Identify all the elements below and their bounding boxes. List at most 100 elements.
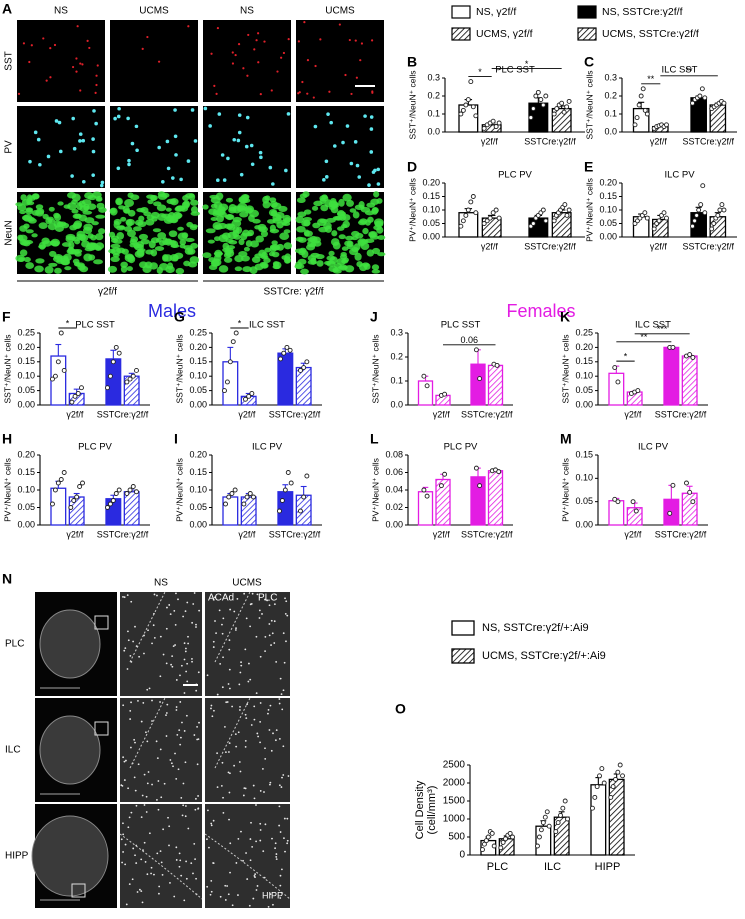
data-point: [80, 480, 85, 486]
data-point: [633, 508, 639, 514]
data-point: [481, 221, 487, 226]
y-axis-label: (cell/mm³): [426, 786, 438, 835]
data-point: [460, 107, 466, 113]
data-point: [566, 98, 572, 104]
cell: [157, 232, 167, 240]
cell: [57, 201, 64, 206]
cell: [297, 211, 307, 218]
cell: [196, 726, 198, 728]
y-tick-label: 0.10: [575, 473, 593, 483]
cell: [169, 882, 171, 884]
data-point: [233, 330, 239, 336]
data-point: [612, 496, 618, 502]
cell: [98, 228, 106, 235]
cell: [252, 784, 255, 787]
cell: [71, 193, 81, 202]
cell: [157, 145, 161, 150]
cell: [19, 210, 26, 215]
cell: [107, 265, 118, 273]
y-tick-label: 0.15: [17, 467, 35, 477]
cell: [157, 191, 166, 198]
cell: [156, 594, 158, 597]
data-point: [130, 373, 136, 379]
cell: [222, 617, 225, 620]
cell: [236, 597, 239, 600]
cell: [181, 721, 183, 724]
cell: [166, 606, 168, 609]
cell: [206, 885, 209, 888]
comparison-label: **: [686, 66, 694, 76]
panel-letter: H: [2, 431, 12, 447]
cell: [175, 679, 178, 681]
data-point: [71, 498, 77, 503]
panel-letter: A: [2, 1, 12, 17]
cell: [151, 699, 153, 702]
cell: [178, 852, 181, 855]
data-point: [246, 393, 252, 399]
cell: [220, 153, 225, 157]
cell: [269, 781, 272, 784]
cell: [132, 847, 135, 850]
cell: [274, 847, 276, 850]
cell: [32, 193, 40, 200]
cell: [239, 709, 241, 711]
cell: [189, 256, 200, 264]
y-axis-label: SST⁺/NeuN⁺ cells: [560, 335, 570, 404]
cell: [271, 632, 274, 635]
cell: [48, 250, 57, 258]
cell: [192, 603, 195, 605]
cell: [237, 113, 242, 117]
chart-title: PLC PV: [78, 442, 112, 453]
layer-outline: [204, 833, 291, 900]
cell: [286, 112, 291, 116]
panel-letter: K: [560, 309, 570, 325]
cell: [278, 824, 281, 827]
panel-letter: F: [2, 309, 11, 325]
cell: [88, 254, 96, 261]
data-point: [687, 489, 693, 495]
cell: [140, 720, 143, 723]
cell: [269, 704, 272, 707]
comparison-label: *: [66, 318, 70, 328]
cell: [224, 248, 232, 256]
cell: [253, 718, 256, 721]
cell: [28, 217, 37, 224]
data-point: [721, 100, 727, 106]
layer-outline: [119, 833, 203, 900]
cell: [264, 747, 266, 750]
y-tick-label: 0.05: [575, 385, 593, 395]
data-point: [301, 365, 307, 371]
data-point: [721, 207, 727, 213]
cell: [82, 226, 93, 235]
cell: [243, 246, 250, 252]
cell: [174, 644, 176, 646]
cell: [275, 661, 278, 663]
cell: [228, 639, 231, 642]
region-label: ACAd: [208, 593, 234, 604]
data-point: [530, 106, 536, 112]
row-label: PLC: [5, 639, 24, 650]
cell: [158, 885, 161, 888]
cell: [306, 92, 309, 95]
data-point: [670, 482, 676, 488]
cell: [171, 176, 175, 180]
cell: [35, 204, 44, 210]
cell: [137, 699, 139, 702]
data-point: [564, 104, 570, 110]
cell: [270, 644, 272, 646]
cell: [234, 53, 237, 57]
cell: [251, 845, 254, 848]
brain-slice: [31, 815, 109, 897]
cell: [181, 814, 184, 817]
cell: [262, 768, 264, 770]
cell: [141, 794, 144, 797]
cell: [270, 619, 273, 622]
cell: [286, 817, 289, 820]
chart-title: PLC PV: [444, 442, 478, 453]
data-point: [692, 218, 698, 224]
error-bar: [110, 349, 117, 359]
column-label: UCMS: [325, 6, 355, 17]
cell: [278, 702, 281, 705]
y-axis-label: PV⁺/NeuN⁺ cells: [174, 458, 184, 522]
cell: [338, 23, 341, 26]
